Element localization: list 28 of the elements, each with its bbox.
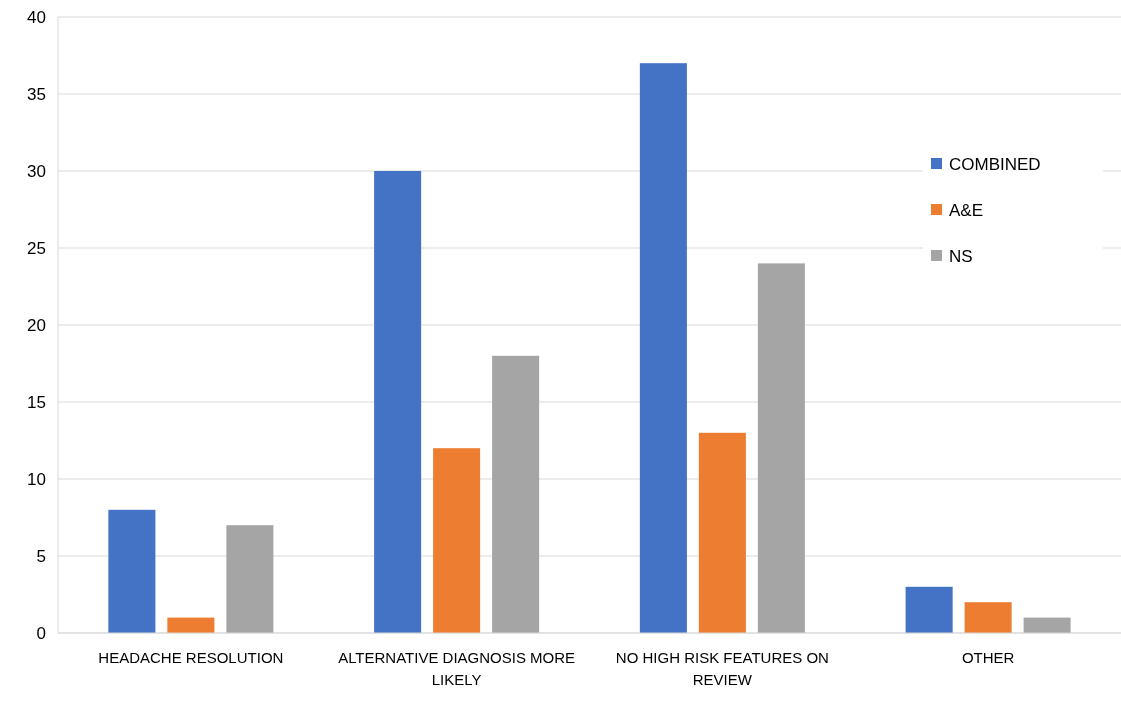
y-tick-label: 0 bbox=[36, 623, 46, 643]
bar bbox=[226, 525, 274, 633]
bar bbox=[964, 602, 1012, 633]
x-tick-label: OTHER bbox=[961, 649, 1015, 666]
x-tick-label: ALTERNATIVE DIAGNOSIS MORE LIKELY bbox=[338, 649, 576, 688]
bar bbox=[757, 263, 805, 633]
legend-label: A&E bbox=[949, 200, 984, 220]
bar bbox=[108, 509, 156, 633]
bar bbox=[374, 171, 422, 633]
y-tick-label: 5 bbox=[36, 546, 46, 566]
x-tick-label: HEADACHE RESOLUTION bbox=[98, 649, 284, 666]
bar bbox=[167, 617, 215, 633]
y-tick-label: 40 bbox=[27, 7, 46, 27]
bar bbox=[433, 448, 481, 633]
y-tick-label: 10 bbox=[27, 469, 46, 489]
y-tick-label: 30 bbox=[27, 161, 46, 181]
y-tick-label: 35 bbox=[27, 84, 46, 104]
bar bbox=[698, 432, 746, 633]
bar bbox=[1023, 617, 1071, 633]
legend-label: COMBINED bbox=[949, 154, 1041, 174]
y-tick-label: 15 bbox=[27, 392, 46, 412]
legend-label: NS bbox=[949, 246, 973, 266]
bar bbox=[639, 63, 687, 633]
x-tick-label: NO HIGH RISK FEATURES ON REVIEW bbox=[615, 649, 829, 688]
y-tick-label: 25 bbox=[27, 238, 46, 258]
bar bbox=[492, 355, 540, 633]
y-tick-label: 20 bbox=[27, 315, 46, 335]
bar bbox=[905, 586, 953, 633]
